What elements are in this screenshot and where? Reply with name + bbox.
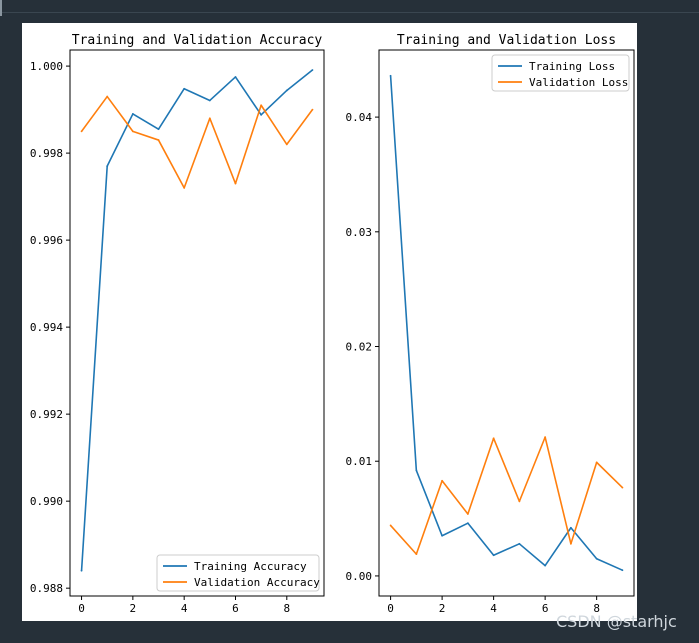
data-point <box>492 554 495 557</box>
data-point <box>441 534 444 537</box>
top-divider <box>0 12 699 13</box>
series-line-1 <box>80 69 313 571</box>
y-tick-label: 0.994 <box>30 321 63 334</box>
data-point <box>595 461 598 464</box>
legend-label: Validation Accuracy <box>194 576 320 589</box>
x-tick-label: 8 <box>593 602 600 615</box>
data-point <box>131 113 134 115</box>
data-point <box>260 113 263 116</box>
legend-label: Training Loss <box>529 60 615 73</box>
chart-panel-1: Training and Validation Accuracy 0 2 4 6 8 0.9… <box>30 33 325 615</box>
data-point <box>208 117 211 120</box>
chart-svg: Training and Validation Accuracy 0 2 4 6 8 0.9… <box>30 33 635 615</box>
data-point <box>157 128 160 131</box>
data-point <box>285 143 288 146</box>
data-point <box>595 557 598 560</box>
x-tick-label: 2 <box>130 602 137 615</box>
plot-frame <box>378 49 635 597</box>
data-point <box>80 569 83 572</box>
legend-label: Training Accuracy <box>194 560 307 573</box>
y-tick-label: 1.000 <box>30 60 63 73</box>
data-point <box>518 500 521 503</box>
plot-frame <box>69 49 325 597</box>
x-tick-label: 4 <box>490 602 497 615</box>
data-point <box>311 108 314 111</box>
series-line-1 <box>389 75 623 571</box>
y-tick-label: 0.01 <box>346 455 373 468</box>
data-point <box>415 553 418 556</box>
y-tick-label: 0.02 <box>346 341 373 354</box>
data-point <box>466 513 469 515</box>
series-line-2 <box>80 95 314 189</box>
chart-title: Training and Validation Loss <box>397 33 616 48</box>
y-tick-label: 0.04 <box>346 111 373 124</box>
figure: Training and Validation Accuracy 0 2 4 6 8 0.9… <box>22 23 637 621</box>
x-tick-label: 8 <box>283 602 290 615</box>
data-point <box>569 542 572 545</box>
series-line-2 <box>389 436 623 555</box>
data-point <box>441 479 444 482</box>
data-point <box>183 187 186 189</box>
data-point <box>208 99 211 102</box>
data-point <box>544 436 547 439</box>
data-point <box>106 165 109 168</box>
x-tick-label: 2 <box>439 602 446 615</box>
chart-title: Training and Validation Accuracy <box>72 33 323 48</box>
watermark-text: CSDN @starhjc <box>556 612 677 631</box>
data-point <box>544 564 547 567</box>
left-edge-marker <box>0 0 2 16</box>
data-point <box>389 74 392 77</box>
data-point <box>621 569 624 572</box>
data-point <box>492 437 495 440</box>
data-point <box>621 486 624 489</box>
data-point <box>157 139 160 141</box>
y-tick-label: 0.992 <box>30 408 63 421</box>
legend-box <box>156 554 320 592</box>
data-point <box>285 89 288 92</box>
data-point <box>234 76 237 78</box>
data-point <box>518 542 521 545</box>
x-tick-label: 0 <box>78 602 85 615</box>
data-point <box>389 524 392 527</box>
legend-label: Validation Loss <box>529 76 628 89</box>
data-point <box>569 526 572 529</box>
data-point <box>106 95 109 98</box>
legend: Training Accuracy Validation Accuracy <box>156 554 320 592</box>
x-tick-label: 4 <box>181 602 188 615</box>
legend: Training Loss Validation Loss <box>491 54 630 92</box>
y-tick-label: 0.00 <box>346 570 373 583</box>
y-tick-label: 0.988 <box>30 582 63 595</box>
chart-panel-2: Training and Validation Loss 0 2 4 6 8 0.00 0.0… <box>346 33 635 615</box>
x-tick-label: 6 <box>542 602 549 615</box>
y-tick-label: 0.990 <box>30 495 63 508</box>
data-point <box>415 469 418 472</box>
data-point <box>466 522 469 525</box>
data-point <box>260 104 263 107</box>
data-point <box>131 130 134 133</box>
y-tick-label: 0.996 <box>30 234 63 247</box>
data-point <box>234 182 237 185</box>
data-point <box>311 69 314 71</box>
data-point <box>183 87 186 90</box>
data-point <box>80 130 83 133</box>
legend-box <box>491 54 630 92</box>
y-tick-label: 0.03 <box>346 226 373 239</box>
x-tick-label: 6 <box>232 602 239 615</box>
x-tick-label: 0 <box>387 602 394 615</box>
y-tick-label: 0.998 <box>30 147 63 160</box>
